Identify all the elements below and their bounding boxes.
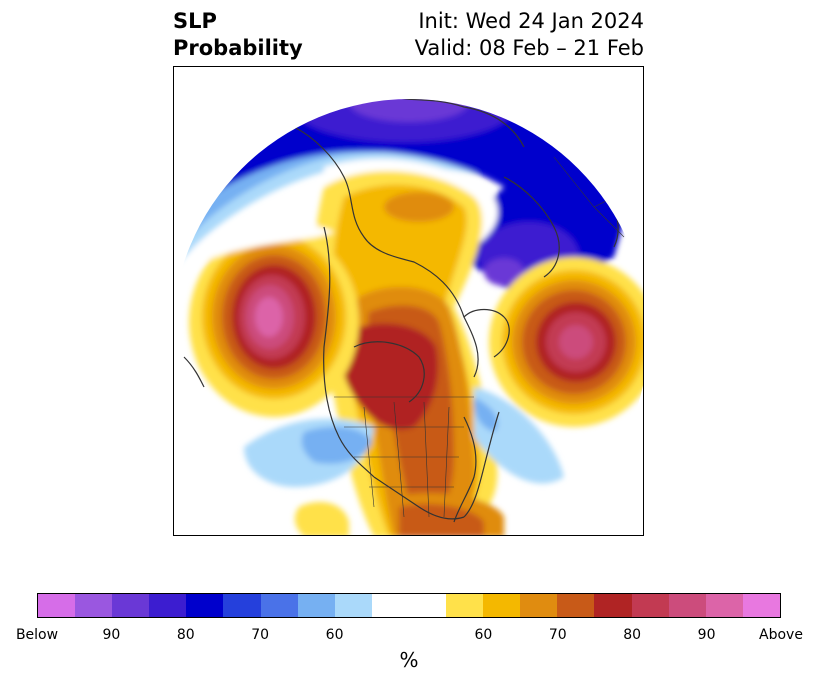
colorbar-segment [112, 594, 149, 617]
colorbar-segment [520, 594, 557, 617]
valid-range: Valid: 08 Feb – 21 Feb [415, 35, 644, 62]
variable-name: SLP [173, 8, 303, 35]
colorbar-tick-label: 80 [177, 627, 195, 643]
colorbar-tick-label: 80 [623, 627, 641, 643]
init-date: Init: Wed 24 Jan 2024 [415, 8, 644, 35]
colorbar-segment [298, 594, 335, 617]
colorbar-segment [446, 594, 483, 617]
colorbar [37, 593, 781, 618]
colorbar-segment [669, 594, 706, 617]
colorbar-segment [372, 594, 446, 617]
colorbar-segment [261, 594, 298, 617]
colorbar-tick-label: 70 [251, 627, 269, 643]
colorbar-segment [75, 594, 112, 617]
colorbar-tick-label: Below [16, 627, 58, 643]
colorbar-tick-label: 90 [102, 627, 120, 643]
colorbar-segment [38, 594, 75, 617]
colorbar-segment [483, 594, 520, 617]
colorbar-tick-label: 70 [549, 627, 567, 643]
colorbar-segment [632, 594, 669, 617]
colorbar-segment [335, 594, 372, 617]
colorbar-segment [743, 594, 780, 617]
chart-title: SLP Probability [173, 8, 303, 62]
colorbar-segment [223, 594, 260, 617]
map-panel [173, 66, 644, 536]
colorbar-tick-label: 60 [326, 627, 344, 643]
colorbar-segment [594, 594, 631, 617]
probability-map [174, 67, 644, 536]
variable-type: Probability [173, 35, 303, 62]
colorbar-tick-label: 90 [698, 627, 716, 643]
colorbar-segment [186, 594, 223, 617]
colorbar-segment [149, 594, 186, 617]
colorbar-tick-label: 60 [474, 627, 492, 643]
colorbar-segment [706, 594, 743, 617]
colorbar-tick-label: Above [759, 627, 803, 643]
colorbar-unit-label: % [399, 648, 418, 672]
forecast-dates: Init: Wed 24 Jan 2024 Valid: 08 Feb – 21… [415, 8, 644, 62]
colorbar-segment [557, 594, 594, 617]
